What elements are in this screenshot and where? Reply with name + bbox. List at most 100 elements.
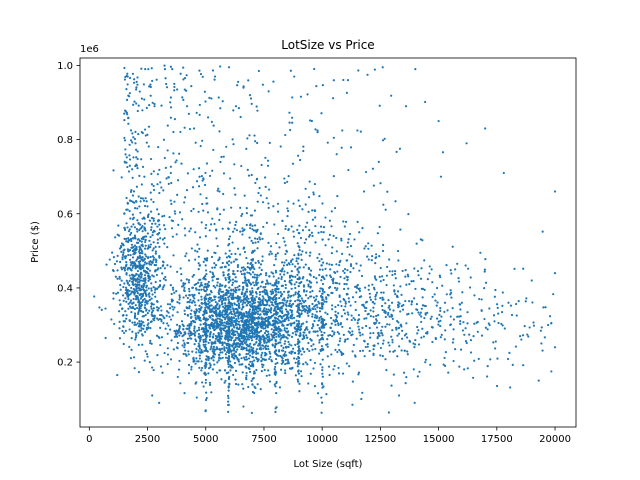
data-point <box>148 262 151 265</box>
data-point <box>155 306 159 309</box>
data-point <box>259 238 262 241</box>
data-point <box>197 167 201 170</box>
data-point <box>276 202 280 205</box>
data-point <box>270 338 274 341</box>
data-point <box>144 253 147 256</box>
data-point <box>203 286 206 289</box>
data-point <box>249 332 252 335</box>
data-point <box>287 228 290 232</box>
data-point <box>502 171 505 175</box>
data-point <box>227 268 230 271</box>
data-point <box>258 323 261 326</box>
data-point <box>226 289 229 292</box>
data-point <box>331 97 335 100</box>
data-point <box>413 297 416 300</box>
data-point <box>251 294 254 297</box>
data-point <box>267 202 270 205</box>
data-point <box>196 316 200 319</box>
data-point <box>141 256 144 259</box>
data-point <box>182 328 185 331</box>
data-point <box>166 149 169 152</box>
data-point <box>318 260 321 263</box>
data-point <box>345 91 348 94</box>
data-point <box>405 283 408 286</box>
data-point <box>288 343 291 346</box>
data-point <box>378 225 381 229</box>
data-point <box>210 97 213 100</box>
data-point <box>226 262 229 265</box>
data-point <box>158 317 162 321</box>
data-point <box>115 292 118 295</box>
data-point <box>153 105 156 108</box>
data-point <box>138 293 141 297</box>
data-point <box>227 318 230 322</box>
data-point <box>298 314 301 317</box>
data-point <box>378 104 381 107</box>
data-point <box>214 337 217 340</box>
data-point <box>283 352 286 356</box>
data-point <box>189 324 192 327</box>
data-point <box>311 289 314 293</box>
data-point <box>246 318 249 322</box>
data-point <box>346 318 349 321</box>
data-point <box>220 155 223 159</box>
data-point <box>237 320 241 323</box>
data-point <box>111 269 115 272</box>
data-point <box>287 345 290 349</box>
data-point <box>227 308 230 311</box>
data-point <box>227 396 230 400</box>
data-point <box>104 336 107 340</box>
data-point <box>148 275 151 279</box>
data-point <box>149 326 152 330</box>
data-point <box>200 281 203 284</box>
data-point <box>133 307 137 311</box>
data-point <box>400 349 403 352</box>
data-point <box>295 319 298 322</box>
data-point <box>280 356 283 359</box>
data-point <box>366 342 369 346</box>
data-point <box>325 262 328 265</box>
data-point <box>134 304 137 307</box>
data-point <box>138 309 141 312</box>
data-point <box>284 330 288 333</box>
data-point <box>318 274 321 277</box>
data-point <box>145 289 148 292</box>
data-point <box>133 367 136 370</box>
data-point <box>418 313 421 316</box>
data-point <box>255 177 259 180</box>
data-point <box>216 371 219 374</box>
data-point <box>210 304 213 307</box>
data-point <box>216 322 219 325</box>
data-point <box>162 138 166 141</box>
data-point <box>367 242 370 245</box>
data-point <box>302 309 305 312</box>
data-point <box>205 297 208 300</box>
data-point <box>132 356 136 359</box>
data-point <box>132 249 135 252</box>
data-point <box>469 351 473 354</box>
data-point <box>532 324 536 327</box>
data-point <box>381 308 384 312</box>
data-point <box>162 315 165 318</box>
data-point <box>173 89 176 92</box>
data-point <box>234 338 237 341</box>
data-point <box>337 343 340 346</box>
data-point <box>204 378 208 382</box>
data-point <box>252 363 255 366</box>
data-point <box>341 372 345 375</box>
data-point <box>140 248 143 251</box>
data-point <box>245 288 249 291</box>
data-point <box>346 79 350 82</box>
data-point <box>129 293 132 296</box>
data-point <box>175 290 178 293</box>
data-point <box>330 353 333 356</box>
data-point <box>469 339 473 342</box>
data-point <box>284 371 287 375</box>
data-point <box>197 210 200 213</box>
data-point <box>133 316 136 319</box>
data-point <box>381 249 385 253</box>
data-point <box>272 284 275 287</box>
data-point <box>221 311 224 314</box>
data-point <box>208 326 211 329</box>
data-point <box>305 290 308 293</box>
